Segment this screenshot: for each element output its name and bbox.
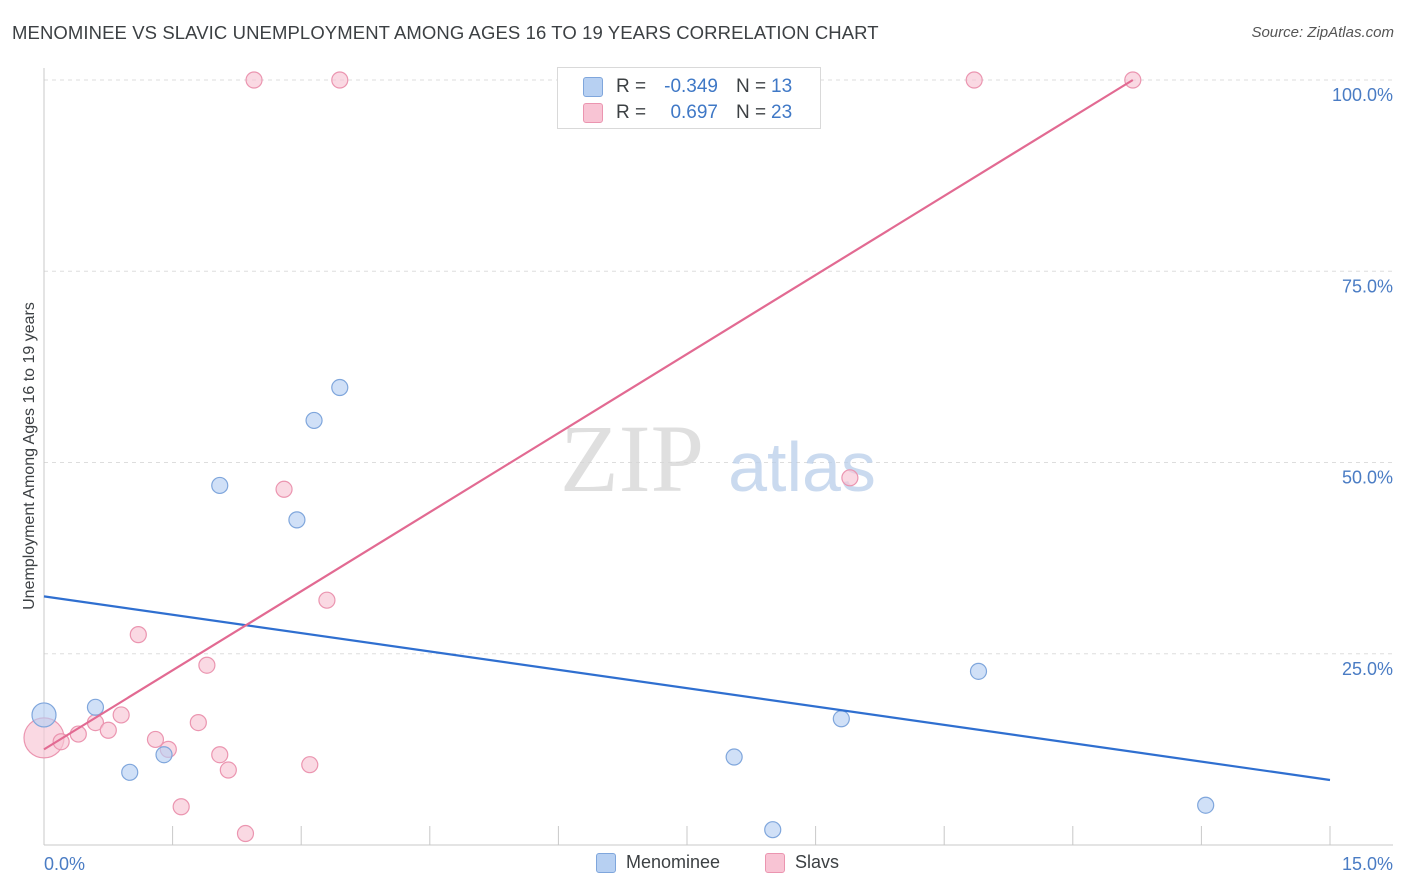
y-tick-label: 50.0%	[1342, 468, 1393, 488]
bottom-legend: Menominee Slavs	[0, 852, 1406, 880]
tick-labels: 25.0% 50.0% 75.0% 100.0% 0.0% 15.0%	[44, 85, 1393, 874]
menominee-point	[86, 698, 105, 716]
slavs-point	[112, 706, 130, 724]
x-tick-label-max: 15.0%	[1342, 854, 1393, 874]
chart-title: MENOMINEE VS SLAVIC UNEMPLOYMENT AMONG A…	[12, 22, 879, 43]
slavs-points	[23, 71, 1142, 843]
menominee-point	[305, 411, 323, 430]
trend-lines	[43, 79, 1331, 782]
r-value: 0.697	[670, 102, 718, 123]
slavs-point	[965, 71, 983, 89]
watermark-atlas: atlas	[728, 428, 876, 506]
legend-label-slavs: Slavs	[795, 852, 840, 872]
source-label: Source: ZipAtlas.com	[1251, 24, 1394, 41]
slavs-point	[245, 71, 263, 89]
slavs-swatch	[583, 103, 603, 123]
legend-item-slavs[interactable]: Slavs	[765, 852, 839, 873]
slavs-point	[189, 713, 207, 732]
slavs-point	[198, 656, 216, 674]
slavs-legend-swatch	[765, 852, 785, 873]
slavs-point	[318, 591, 336, 609]
slavs-point	[99, 721, 117, 739]
legend-item-menominee[interactable]: Menominee	[596, 852, 720, 873]
menominee-swatch	[583, 77, 603, 97]
grid	[44, 79, 1393, 655]
y-tick-label: 100.0%	[1332, 85, 1393, 105]
menominee-point	[969, 662, 988, 680]
menominee-point	[1197, 796, 1215, 814]
slavs-point	[129, 626, 147, 644]
r-value: -0.349	[664, 76, 718, 97]
watermark: ZIP atlas	[560, 405, 876, 512]
menominee-point	[832, 710, 850, 728]
y-axis-label: Unemployment Among Ages 16 to 19 years	[21, 302, 38, 610]
watermark-zip: ZIP	[560, 405, 704, 512]
n-label: N =	[736, 102, 767, 123]
menominee-points	[31, 378, 1215, 839]
y-tick-label: 25.0%	[1342, 659, 1393, 679]
stats-row-menominee: R = -0.349 N = 13	[558, 74, 822, 100]
n-value: 23	[771, 102, 793, 123]
menominee-legend-swatch	[596, 852, 616, 873]
slavs-point	[211, 746, 229, 764]
menominee-point	[211, 476, 229, 495]
slavs-point	[331, 71, 349, 89]
slavs-point	[172, 798, 190, 816]
r-label: R =	[616, 76, 647, 97]
menominee-point	[331, 378, 349, 397]
slavs-point	[301, 756, 319, 774]
axes	[43, 68, 1393, 846]
menominee-point	[725, 748, 743, 766]
menominee-point	[31, 702, 57, 728]
slavs-point	[841, 469, 859, 487]
n-value: 13	[771, 76, 793, 97]
menominee-trend-line	[43, 595, 1331, 782]
slavs-point	[219, 761, 237, 779]
menominee-point	[155, 746, 173, 764]
menominee-point	[121, 763, 139, 781]
slavs-point	[236, 824, 255, 843]
r-label: R =	[616, 102, 647, 123]
stats-legend: R = -0.349 N = 13 R = 0.697 N = 23	[557, 67, 821, 129]
slavs-trend-line	[43, 79, 1134, 751]
n-label: N =	[736, 76, 767, 97]
x-tick-label-min: 0.0%	[44, 854, 85, 874]
y-tick-label: 75.0%	[1342, 276, 1393, 296]
slavs-point	[275, 480, 293, 498]
menominee-point	[764, 821, 782, 839]
slavs-point	[146, 730, 165, 749]
menominee-point	[288, 511, 306, 529]
slavs-point	[52, 733, 70, 751]
legend-label-menominee: Menominee	[626, 852, 721, 872]
stats-row-slavs: R = 0.697 N = 23	[558, 100, 822, 126]
